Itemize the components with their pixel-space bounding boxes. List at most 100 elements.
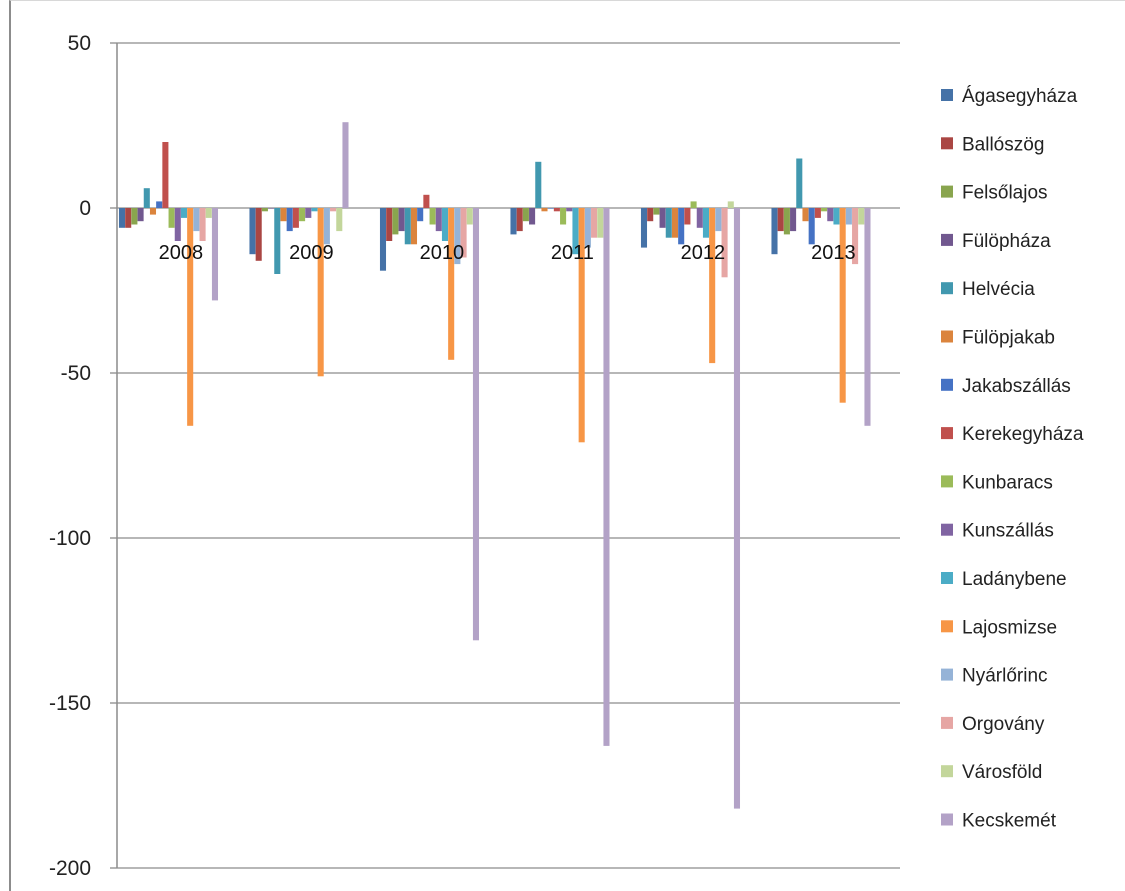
legend-swatch-11 xyxy=(941,620,953,633)
bar-2008-2 xyxy=(131,208,138,225)
bar-2012-13 xyxy=(721,208,728,278)
bar-2011-0 xyxy=(510,208,517,235)
legend-swatch-14 xyxy=(941,765,953,778)
bar-2011-12 xyxy=(584,208,591,248)
bar-2010-15 xyxy=(472,208,480,641)
bar-2012-9 xyxy=(696,208,703,228)
bars xyxy=(118,122,871,809)
legend-label-12: Nyárlőrinc xyxy=(962,666,1048,687)
bar-2011-8 xyxy=(560,208,567,225)
bar-2008-5 xyxy=(149,208,157,215)
legend-swatch-7 xyxy=(941,427,953,440)
bar-2008-6 xyxy=(156,201,163,208)
bar-2009-5 xyxy=(280,208,287,222)
bar-2013-9 xyxy=(827,208,834,222)
bar-2008-9 xyxy=(174,208,181,241)
y-tick-label-5: -200 xyxy=(49,857,91,880)
bar-2009-4 xyxy=(274,208,281,274)
legend-label-13: Orgovány xyxy=(962,714,1045,735)
bar-2008-4 xyxy=(143,188,150,208)
legend-label-14: Városföld xyxy=(962,762,1042,783)
legend-label-0: Ágasegyháza xyxy=(962,86,1078,107)
bar-2009-13 xyxy=(330,208,337,212)
legend-swatch-13 xyxy=(941,716,953,729)
legend-label-3: Fülöpháza xyxy=(962,231,1051,252)
bar-2009-3 xyxy=(268,208,275,209)
legend-label-1: Ballószög xyxy=(962,134,1044,155)
bar-2010-5 xyxy=(410,208,418,245)
bar-2009-9 xyxy=(305,208,312,218)
bar-2008-11 xyxy=(187,208,194,426)
bar-2013-1 xyxy=(777,208,784,232)
bar-2009-7 xyxy=(292,208,299,228)
bar-2009-10 xyxy=(311,208,318,212)
bar-2013-12 xyxy=(845,208,852,225)
bar-2008-12 xyxy=(193,208,200,232)
bar-2013-14 xyxy=(858,208,865,225)
bar-2009-1 xyxy=(255,208,262,261)
legend-item-8: Kunbaracs xyxy=(941,472,1053,493)
category-label-2009: 2009 xyxy=(289,242,334,264)
bar-2012-4 xyxy=(665,208,672,238)
legend-item-12: Nyárlőrinc xyxy=(941,666,1048,687)
bar-2012-8 xyxy=(690,201,697,208)
y-tick-labels: 50 0 -50 -100 -150 -200 xyxy=(49,32,91,880)
legend-label-15: Kecskemét xyxy=(962,811,1057,832)
bar-2011-1 xyxy=(516,208,523,232)
y-tick-label-0: 50 xyxy=(68,32,91,55)
bar-2011-13 xyxy=(591,208,598,238)
legend-swatch-4 xyxy=(941,282,953,295)
legend-label-9: Kunszállás xyxy=(962,521,1054,542)
bar-2010-9 xyxy=(435,208,442,232)
bar-2012-2 xyxy=(653,208,660,215)
bar-2010-10 xyxy=(441,208,449,241)
bar-2010-12 xyxy=(454,208,461,265)
bar-2011-7 xyxy=(553,208,560,212)
bar-2013-4 xyxy=(796,158,803,208)
bar-2012-0 xyxy=(640,208,648,248)
legend-item-11: Lajosmizse xyxy=(941,617,1057,638)
bar-2013-13 xyxy=(852,208,859,265)
bar-2013-10 xyxy=(833,208,840,225)
bar-2008-7 xyxy=(162,142,169,208)
bar-2008-0 xyxy=(118,208,126,228)
legend-item-4: Helvécia xyxy=(941,279,1035,300)
legend-swatch-12 xyxy=(941,668,953,681)
bar-2011-4 xyxy=(535,161,542,208)
category-label-2012: 2012 xyxy=(681,242,726,264)
y-tick-label-2: -50 xyxy=(61,362,91,385)
bar-2008-10 xyxy=(180,208,188,218)
bar-2013-2 xyxy=(783,208,790,235)
bar-2008-1 xyxy=(125,208,132,228)
legend-item-0: Ágasegyháza xyxy=(941,86,1078,107)
bar-2013-11 xyxy=(839,208,846,403)
legend-swatch-0 xyxy=(941,89,953,101)
bar-2010-11 xyxy=(448,208,455,360)
bar-2009-11 xyxy=(317,208,324,377)
bar-2011-6 xyxy=(547,208,554,209)
bar-2009-12 xyxy=(323,208,330,245)
bar-2008-3 xyxy=(137,208,144,222)
category-labels: 2008 2009 2010 2011 2012 2013 xyxy=(159,242,856,264)
bar-2008-14 xyxy=(205,208,212,218)
bar-2013-7 xyxy=(814,208,821,218)
bar-2013-0 xyxy=(771,208,778,255)
bar-2013-5 xyxy=(802,208,809,222)
bar-2010-0 xyxy=(379,208,387,271)
bar-2009-15 xyxy=(342,122,349,208)
legend-swatch-1 xyxy=(941,137,953,150)
chart-frame xyxy=(9,0,1125,891)
y-tick-label-3: -100 xyxy=(49,527,91,550)
legend-label-7: Kerekegyháza xyxy=(962,424,1084,445)
legend: Ágasegyháza Ballószög Felsőlajos Fülöpháza H… xyxy=(941,86,1084,832)
bar-2011-5 xyxy=(541,208,548,212)
legend-swatch-9 xyxy=(941,523,953,536)
bar-2012-3 xyxy=(659,208,666,228)
bar-2012-15 xyxy=(733,208,741,809)
grid-lines xyxy=(110,42,900,869)
legend-swatch-15 xyxy=(941,813,953,826)
legend-swatch-8 xyxy=(941,475,953,488)
bar-2013-3 xyxy=(790,208,797,232)
legend-item-3: Fülöpháza xyxy=(941,231,1051,252)
